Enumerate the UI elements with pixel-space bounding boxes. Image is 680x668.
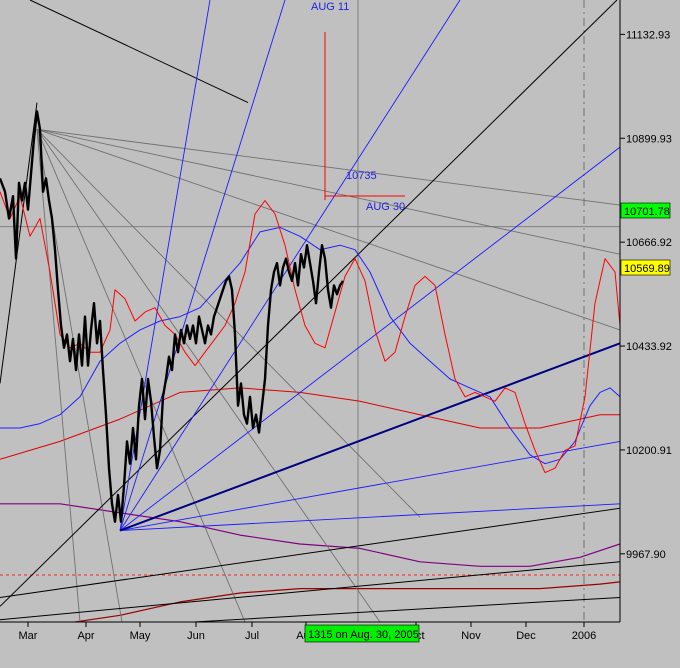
blue-fan-line-2 (119, 0, 286, 531)
gray-fan-line-4 (36, 129, 381, 622)
price-tag-text: 10701.78 (624, 206, 670, 218)
black-trend-line-0 (0, 102, 38, 384)
y-tick-label-5: 9967.90 (626, 549, 666, 561)
status-tag-text: 1315 on Aug. 30, 2005 (308, 629, 419, 641)
x-tick-label-9: 2006 (572, 630, 596, 642)
black-trend-line-4 (0, 561, 620, 621)
price-series (0, 110, 344, 523)
annotations (324, 32, 405, 200)
blue-fan-line-4 (119, 503, 620, 532)
gray-fan-line-0 (36, 128, 620, 206)
dark-blue-fan-line (119, 342, 620, 532)
price-tag: 10701.78 (620, 202, 671, 219)
annotation-aug30: AUG 30 (366, 201, 405, 213)
red-envelope (0, 191, 620, 474)
x-tick-label-0: Mar (19, 630, 38, 642)
gray-fan-line-1 (36, 128, 620, 255)
y-tick-label-0: 11132.93 (626, 29, 670, 41)
x-tick-label-2: May (130, 630, 151, 642)
gray-fan-line-7 (36, 129, 81, 622)
envelope-bands (0, 191, 620, 474)
last-value-tag: 10569.89 (620, 259, 671, 276)
blue-envelope (0, 226, 620, 465)
status-tag: 1315 on Aug. 30, 2005 (304, 624, 420, 643)
red-moving-average (0, 387, 620, 460)
annotation-level: 10735 (346, 170, 377, 182)
x-tick-label-4: Jul (245, 630, 259, 642)
price-line (0, 110, 344, 523)
blue-fan-line-0 (119, 146, 620, 531)
black-trend-line-5 (185, 596, 620, 622)
blue-fan-line-5 (119, 440, 620, 532)
black-trend-line-1 (29, 0, 249, 104)
x-tick-label-7: Nov (461, 630, 481, 642)
annotation-aug11: AUG 11 (311, 1, 349, 13)
y-tick-label-1: 10899.93 (626, 133, 672, 145)
black-trend-line-3 (0, 507, 620, 598)
gray-fan-line-3 (36, 128, 421, 518)
last-value-tag-text: 10569.89 (624, 263, 670, 275)
y-axis: 11132.93 10899.93 10666.92 10433.92 10200.91… (620, 29, 672, 561)
x-tick-label-1: Apr (77, 630, 94, 642)
x-tick-label-8: Dec (516, 630, 536, 642)
gray-fan-line-2 (36, 128, 620, 331)
black-trend-line-2 (0, 0, 618, 607)
y-tick-label-2: 10666.92 (626, 237, 672, 249)
gray-fan-line-5 (36, 129, 246, 622)
x-tick-label-3: Jun (187, 630, 205, 642)
y-tick-label-3: 10433.92 (626, 341, 672, 353)
purple-moving-average (0, 503, 620, 567)
y-tick-label-4: 10200.91 (626, 445, 672, 457)
